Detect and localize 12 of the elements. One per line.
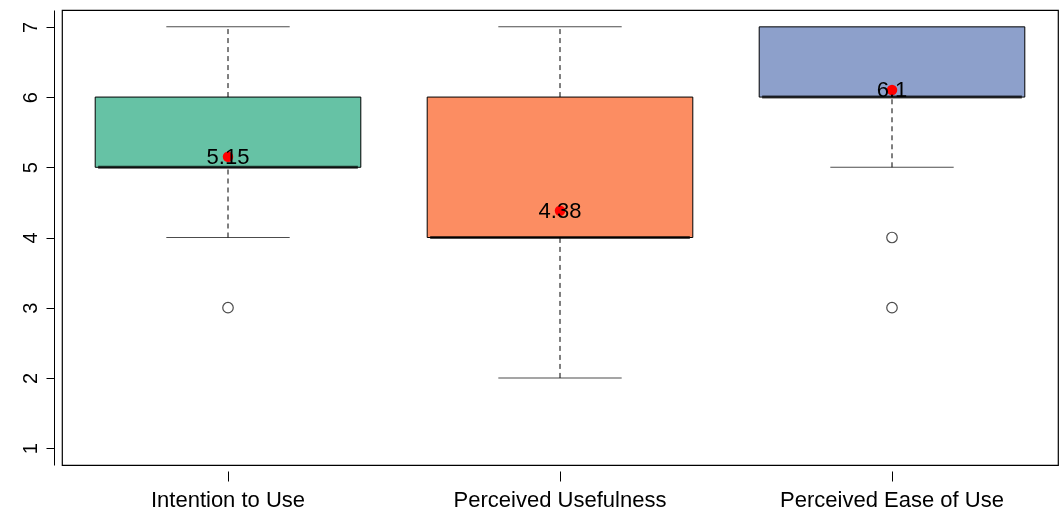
x-tick-label: Perceived Ease of Use [780,486,1004,512]
y-tick-label: 2 [18,372,41,384]
y-tick-label: 1 [18,443,41,455]
y-tick-label: 4 [18,232,41,244]
x-tick-label: Intention to Use [150,486,306,512]
y-tick-label: 5 [18,162,41,174]
y-tick-label: 7 [18,21,41,33]
y-tick-label: 6 [18,92,41,104]
annotation: 4.38 [538,197,582,223]
y-tick-label: 3 [18,302,41,314]
x-tick-label: Perceived Usefulness [453,486,667,512]
annotation: 5.15 [206,143,250,169]
